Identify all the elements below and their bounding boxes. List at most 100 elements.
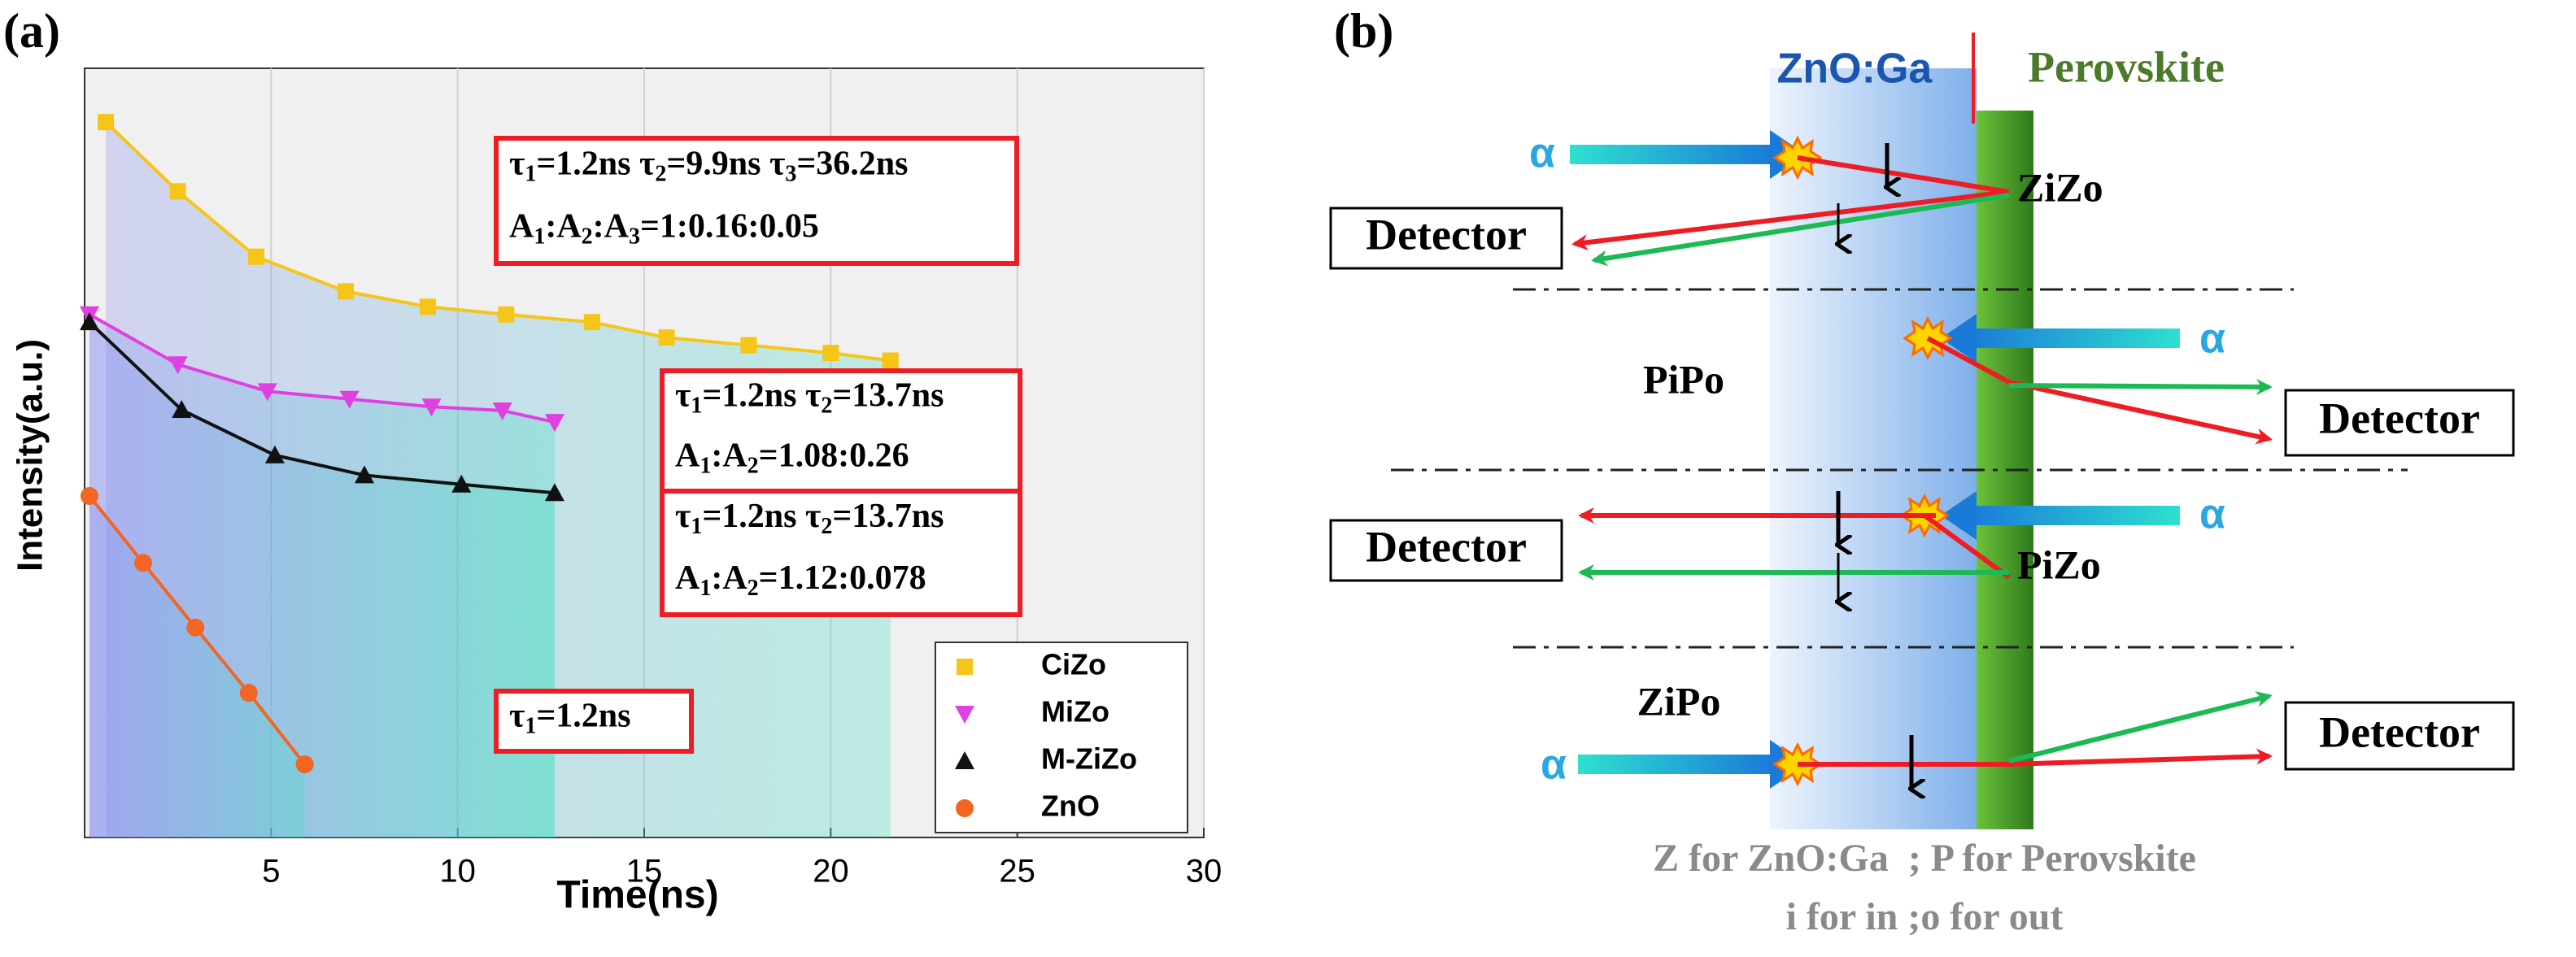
detector-box	[1329, 207, 1563, 270]
annotation-token: τ	[509, 697, 525, 734]
zno-layer	[1770, 68, 1977, 829]
legend-label: M-ZiZo	[1041, 742, 1137, 776]
marker	[544, 483, 564, 502]
annotation-token: A	[675, 437, 700, 474]
annotation-token: 2	[821, 515, 832, 540]
note: Z for ZnO:Ga ; P for Perovskite	[1653, 837, 2196, 880]
annotation-token: =1:0.16:0.05	[640, 207, 819, 245]
marker	[257, 383, 277, 402]
annotation-token: 3	[785, 162, 796, 187]
marker	[583, 314, 600, 331]
annotation-text: τ1=1.2ns	[509, 697, 631, 739]
annotation-text: A1:A2=1.08:0.26	[675, 437, 909, 479]
panel-label: (a)	[3, 4, 60, 58]
legend-marker	[955, 751, 974, 769]
detector-box	[1329, 519, 1563, 582]
annotation-token: 1	[525, 714, 536, 739]
annotation-text: τ1=1.2ns τ2=13.7ns	[675, 498, 944, 540]
marker	[79, 312, 99, 331]
marker	[186, 618, 205, 637]
annotation-token: :A	[593, 207, 630, 245]
marker	[419, 298, 436, 315]
marker	[451, 474, 472, 493]
arrow-head	[1941, 491, 1977, 540]
config-label: PiPo	[1643, 356, 1724, 402]
ray	[1926, 336, 2011, 385]
legend-marker	[956, 799, 974, 817]
legend-label: MiZo	[1041, 695, 1109, 729]
annotation-token: 1	[691, 515, 702, 540]
alpha-label: α	[2199, 315, 2225, 363]
marker	[740, 337, 757, 354]
x-tick-label: 10	[439, 854, 476, 890]
annotation-token: A	[675, 559, 700, 597]
annotation-token: =13.7ns	[832, 376, 944, 414]
ray	[2008, 380, 2273, 445]
annotation-token: τ	[675, 376, 691, 414]
legend-label: CiZo	[1041, 648, 1106, 681]
annotation-token: 2	[748, 454, 759, 479]
annotation-token: 2	[582, 224, 593, 250]
marker	[544, 414, 564, 433]
marker	[339, 390, 360, 409]
marker	[492, 402, 512, 420]
detector-label: Detector	[1366, 210, 1527, 259]
marker	[882, 352, 899, 369]
annotation-token: 2	[748, 576, 759, 602]
panel-label: (b)	[1334, 4, 1393, 58]
annotation-token: =36.2ns	[796, 145, 908, 182]
legend-label: ZnO	[1041, 790, 1100, 823]
annotation-token: :A	[545, 207, 582, 245]
ray	[1797, 155, 2010, 194]
incident-beam	[1578, 755, 1773, 774]
ray	[1591, 193, 2010, 267]
annotation-token: 3	[629, 224, 640, 250]
annotation-text: τ1=1.2ns τ2=9.9ns τ3=36.2ns	[509, 145, 909, 187]
incident-beam	[1570, 145, 1773, 164]
marker	[421, 398, 442, 417]
annotation-token: τ	[509, 145, 525, 182]
marker	[658, 329, 675, 346]
series-line	[88, 320, 556, 495]
config-label: ZiZo	[2017, 164, 2103, 210]
annotation-token: :A	[711, 559, 748, 597]
ray	[2008, 748, 2273, 767]
marker	[80, 486, 98, 505]
y-axis-label: Intensity(a.u.)	[11, 339, 50, 572]
marker	[355, 465, 374, 484]
detector-label: Detector	[1366, 522, 1527, 571]
annotation-text: A1:A2=1.12:0.078	[675, 559, 926, 602]
marker	[498, 306, 515, 323]
layer-label: ZnO:Ga	[1777, 46, 1933, 93]
detector-box	[2284, 701, 2515, 771]
marker	[239, 684, 258, 703]
ray	[2008, 378, 2273, 395]
annotation-token: 2	[821, 394, 832, 419]
annotation-token: =9.9ns τ	[666, 145, 785, 182]
x-tick-label: 30	[1186, 854, 1223, 890]
diagram: ZnO:Ga Perovskite Detector α ZiZo Detect…	[1329, 33, 2515, 938]
layer-label: Perovskite	[2028, 42, 2225, 91]
ray	[1923, 513, 2011, 580]
annotation-token: =13.7ns	[832, 498, 944, 535]
annotation-token: 1	[691, 394, 702, 419]
marker	[295, 755, 314, 774]
annotation-token: 1	[525, 162, 536, 187]
config-label: ZiPo	[1637, 678, 1721, 724]
x-tick-label: 15	[626, 854, 663, 890]
marker	[338, 283, 355, 300]
legend-box	[935, 642, 1188, 833]
marker	[822, 345, 839, 362]
annotation-token: 1	[700, 576, 711, 602]
annotation-token: 2	[655, 162, 666, 187]
annotation-token: :A	[711, 437, 748, 474]
annotation-token: τ	[675, 498, 691, 535]
annotation-box	[660, 489, 1022, 617]
marker	[169, 183, 186, 200]
annotation-token: =1.2ns τ	[702, 376, 821, 414]
annotation-token: 1	[700, 454, 711, 479]
ray	[2008, 691, 2273, 763]
annotation-token: A	[509, 207, 534, 245]
